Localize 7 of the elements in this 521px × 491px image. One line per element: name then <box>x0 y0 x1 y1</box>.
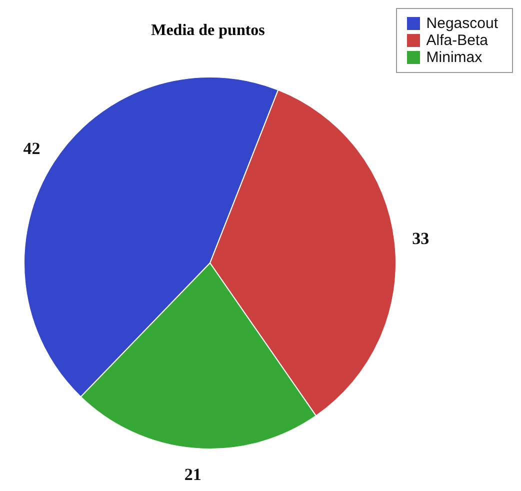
text: Media de puntos <box>150 22 266 40</box>
data-label: 42 <box>23 138 40 158</box>
legend-label: Minimax <box>426 49 482 66</box>
data-label: 21 <box>184 464 202 484</box>
legend-label: Negascout <box>426 15 498 32</box>
data-label: 33 <box>412 229 430 248</box>
legend-label: Alfa-Beta <box>426 32 488 49</box>
